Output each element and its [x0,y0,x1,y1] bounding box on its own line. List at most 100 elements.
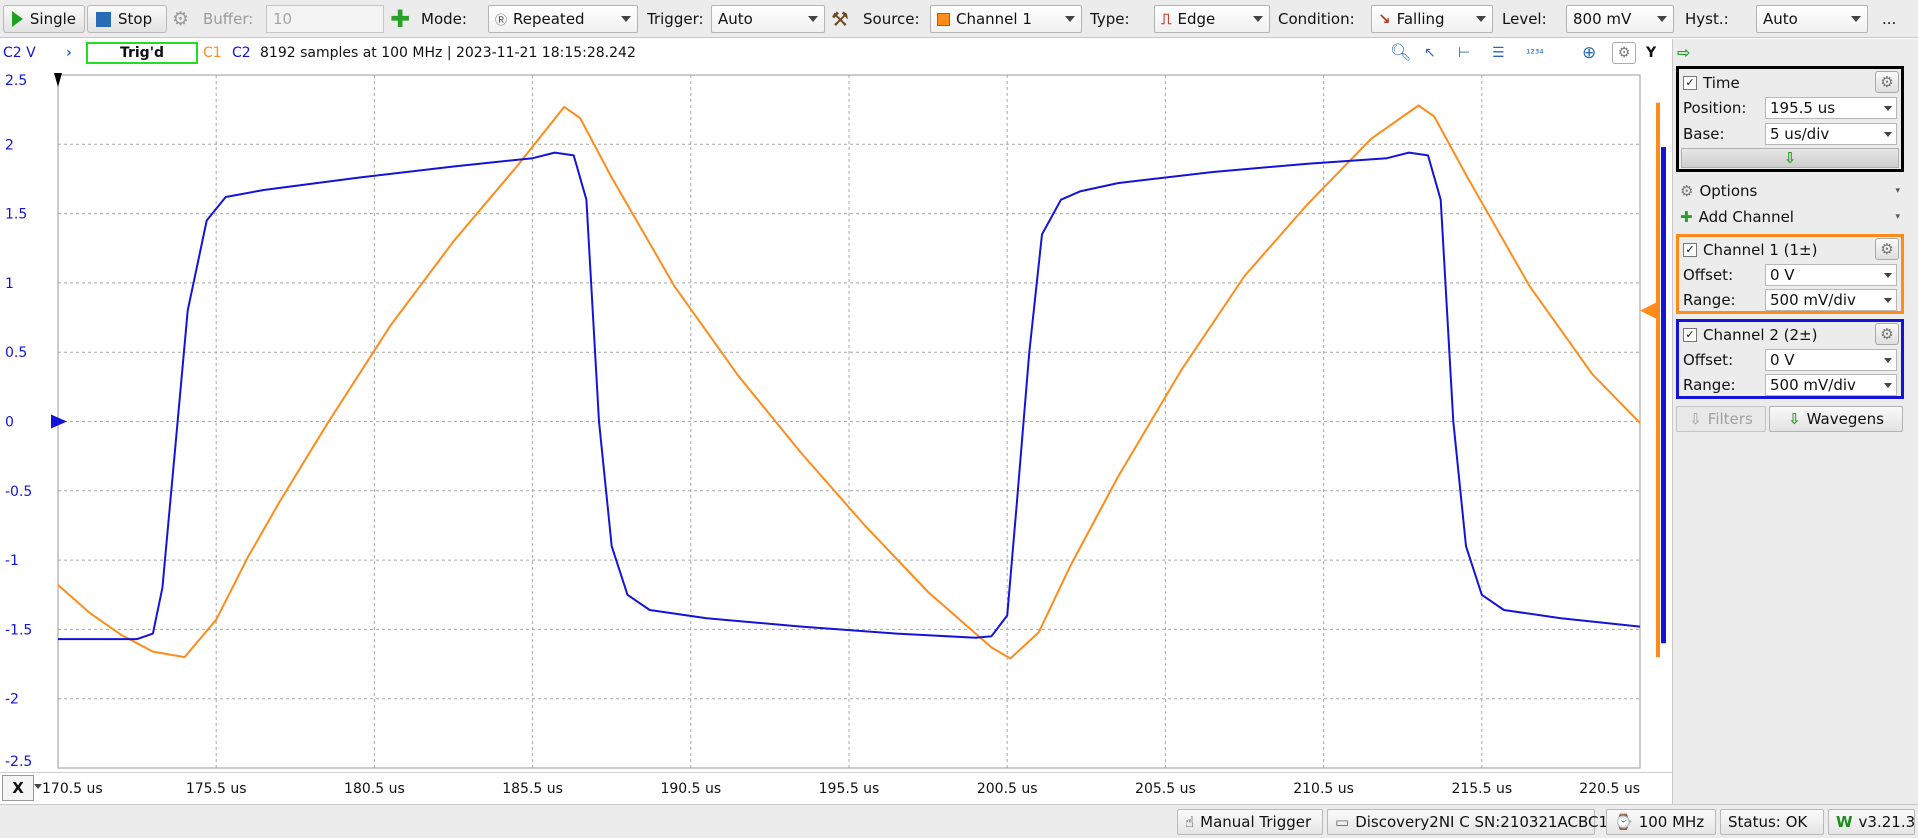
source-label: Source: [863,10,920,28]
x-axis-ticks: 170.5 us 175.5 us 180.5 us 185.5 us 190.5 us… [42,781,1640,797]
device-button[interactable]: ▭ Discovery2NI C SN:210321ACBC12 [1327,809,1618,835]
more-button[interactable]: ... [1882,10,1897,28]
zoom-icon[interactable]: 🔍︎ [1390,43,1412,63]
condition-dropdown[interactable]: ↘ Falling [1371,5,1493,33]
hyst-dropdown[interactable]: Auto [1756,5,1868,33]
time-gear-icon[interactable]: ⚙ [1875,71,1899,93]
channel2-offset-marker [51,414,67,429]
time-group: ✓ Time ⚙ Position: 195.5 us Base: 5 us/d… [1676,66,1904,172]
channel2-offset-value: 0 V [1770,351,1795,369]
x-tick-label: 210.5 us [1293,781,1354,797]
version-button[interactable]: W v3.21.3 [1828,809,1915,835]
channel1-offset-label: Offset: [1683,266,1734,284]
time-checkbox[interactable]: ✓ [1683,76,1697,90]
stop-label: Stop [118,10,153,28]
y-axis-button[interactable]: Y [1646,45,1657,61]
hand-icon: ☝ [1185,813,1195,831]
mode-dropdown[interactable]: Ⓡ Repeated [488,5,638,33]
add-plus-icon[interactable]: ✚ [390,5,411,33]
rate-button[interactable]: ⌚ 100 MHz [1606,809,1716,835]
arrow-right-icon[interactable]: ⇨ [1677,43,1691,62]
hyst-value: Auto [1763,10,1798,28]
stop-button[interactable]: Stop [87,5,167,33]
chevron-right-icon[interactable]: › [66,45,72,61]
x-tick-label: 190.5 us [660,781,721,797]
channel1-tag[interactable]: C1 [203,45,222,61]
base-value: 5 us/div [1770,125,1830,143]
trigger-dropdown[interactable]: Auto [711,5,825,33]
time-header[interactable]: ✓ Time [1683,72,1740,94]
y-tick-label: -1 [5,553,19,569]
y-tick-label: -1.5 [5,622,32,638]
cursor-icon[interactable]: ↖ [1424,45,1436,61]
chevron-down-icon [1065,16,1075,22]
channel1-checkbox[interactable]: ✓ [1683,243,1697,257]
wavegens-label: Wavegens [1806,410,1884,428]
type-dropdown[interactable]: ⎍ Edge [1154,5,1270,33]
channel1-range-field[interactable]: 500 mV/div [1765,289,1897,311]
settings-gear-icon[interactable]: ⚙ [1612,42,1636,64]
oscilloscope-chart[interactable]: 2.5 2 1.5 1 0.5 0 -0.5 -1 -1.5 -2 -2.5 [0,66,1672,772]
channel1-histogram [1656,102,1660,658]
collapse-arrow-down-icon[interactable]: ⇩ [1681,148,1899,168]
chevron-down-icon [1476,16,1486,22]
x-tick-label: 215.5 us [1451,781,1512,797]
filters-label: Filters [1707,410,1753,428]
wavegens-button[interactable]: ⇩ Wavegens [1769,406,1903,432]
channel1-trace [57,104,1641,660]
status-button[interactable]: Status: OK [1720,809,1824,835]
channel2-checkbox[interactable]: ✓ [1683,328,1697,342]
x-tick-label: 205.5 us [1135,781,1196,797]
filters-button[interactable]: ⇩ Filters [1676,406,1766,432]
channel1-range-label: Range: [1683,291,1736,309]
level-dropdown[interactable]: 800 mV [1566,5,1674,33]
base-field[interactable]: 5 us/div [1765,123,1897,145]
x-axis-button[interactable]: X [2,775,34,801]
type-label: Type: [1090,10,1130,28]
channel1-offset-field[interactable]: 0 V [1765,264,1897,286]
channel1-header[interactable]: ✓ Channel 1 (1±) [1683,239,1817,261]
manual-trigger-button[interactable]: ☝ Manual Trigger [1177,809,1323,835]
chevron-down-icon [1884,382,1892,388]
options-button[interactable]: ⚙ Options ▾ [1676,179,1904,203]
buffer-spinbox[interactable]: 10 [266,5,384,33]
trigger-label: Trigger: [647,10,704,28]
chevron-down-icon [1884,357,1892,363]
measure-lines-icon[interactable]: ☰ [1492,45,1505,61]
chevron-down-icon [1884,131,1892,137]
hammer-icon[interactable]: ⚒ [831,7,849,31]
acquisition-info: 8192 samples at 100 MHz | 2023-11-21 18:… [260,45,636,61]
magnify-icon[interactable]: ⊕ [1582,43,1597,63]
channel2-tag[interactable]: C2 [232,45,251,61]
rate-label: 100 MHz [1638,813,1705,831]
chevron-down-icon[interactable] [34,784,42,789]
numbers-icon[interactable]: ¹²³⁴ [1526,46,1544,60]
channel1-gear-icon[interactable]: ⚙ [1875,238,1899,260]
options-label: Options [1699,182,1758,200]
position-value: 195.5 us [1770,99,1836,117]
device-icon: ▭ [1335,813,1350,831]
channel2-header[interactable]: ✓ Channel 2 (2±) [1683,324,1817,346]
buffer-gear-icon[interactable]: ⚙ [172,8,190,30]
main-toolbar: Single Stop ⚙ Buffer: 10 ✚ Mode: Ⓡ Repea… [0,0,1918,38]
time-title: Time [1703,74,1740,92]
level-value: 800 mV [1573,10,1632,28]
channel2-range-field[interactable]: 500 mV/div [1765,374,1897,396]
mode-value: Repeated [513,10,585,28]
single-button[interactable]: Single [3,5,85,33]
x-tick-label: 170.5 us [42,781,103,797]
position-field[interactable]: 195.5 us [1765,97,1897,119]
channel2-offset-label: Offset: [1683,351,1734,369]
channel2-gear-icon[interactable]: ⚙ [1875,323,1899,345]
channel1-offset-value: 0 V [1770,266,1795,284]
source-dropdown[interactable]: Channel 1 [930,5,1082,33]
measure-left-icon[interactable]: ⊢ [1458,45,1471,61]
scope-plot[interactable]: 2.5 2 1.5 1 0.5 0 -0.5 -1 -1.5 -2 -2.5 [0,66,1672,772]
channel2-range-value: 500 mV/div [1770,376,1856,394]
y-axis-unit-label[interactable]: C2 V [3,45,36,61]
trigger-level-marker [1640,302,1656,319]
chevron-down-icon [1851,16,1861,22]
channel1-color-swatch [937,12,950,26]
add-channel-button[interactable]: ✚ Add Channel ▾ [1676,205,1904,229]
channel2-offset-field[interactable]: 0 V [1765,349,1897,371]
